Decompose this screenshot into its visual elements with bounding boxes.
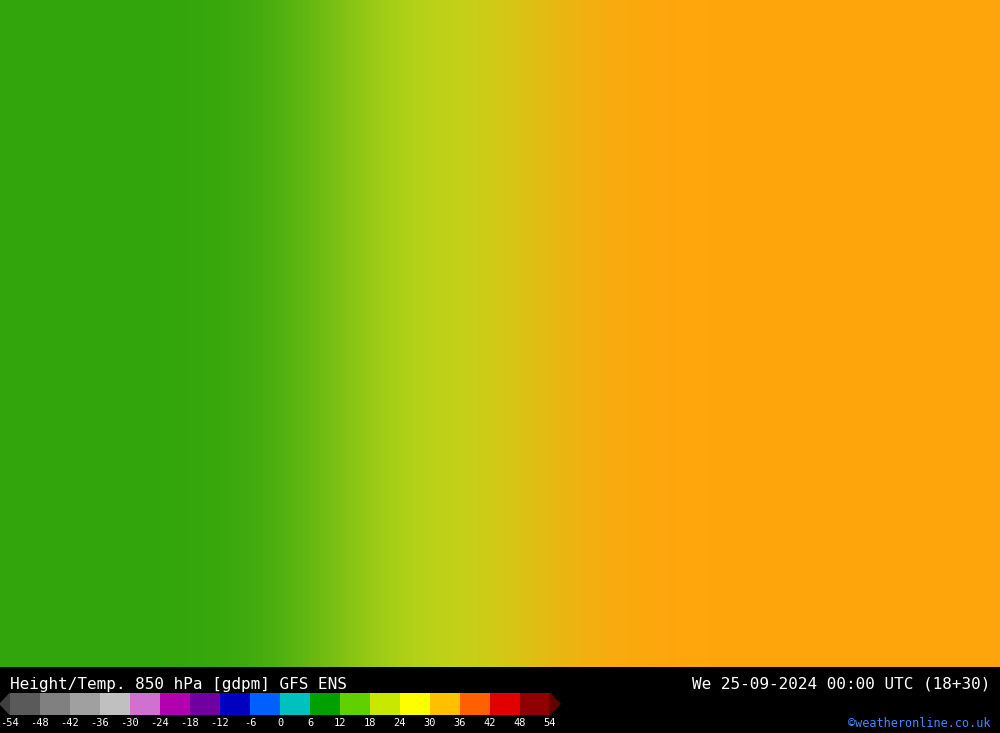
Text: -6: -6	[244, 718, 256, 728]
Text: ©weatheronline.co.uk: ©weatheronline.co.uk	[848, 717, 990, 730]
Bar	[100, 693, 130, 715]
Text: 24: 24	[394, 718, 406, 728]
Text: -36: -36	[91, 718, 109, 728]
Bar	[70, 693, 100, 715]
Text: -24: -24	[151, 718, 169, 728]
Bar	[400, 693, 430, 715]
Text: 18: 18	[364, 718, 376, 728]
Text: Height/Temp. 850 hPa [gdpm] GFS ENS: Height/Temp. 850 hPa [gdpm] GFS ENS	[10, 677, 347, 692]
Bar	[520, 693, 550, 715]
Bar	[490, 693, 520, 715]
Text: 30: 30	[424, 718, 436, 728]
Text: 0: 0	[277, 718, 283, 728]
Polygon shape	[0, 693, 10, 715]
Text: -12: -12	[211, 718, 229, 728]
Text: 6: 6	[307, 718, 313, 728]
Text: We 25-09-2024 00:00 UTC (18+30): We 25-09-2024 00:00 UTC (18+30)	[692, 677, 990, 692]
Bar	[40, 693, 70, 715]
Bar	[130, 693, 160, 715]
Bar	[430, 693, 460, 715]
Bar	[280, 693, 310, 715]
Bar	[250, 693, 280, 715]
Text: -30: -30	[121, 718, 139, 728]
Bar	[10, 693, 40, 715]
Bar	[220, 693, 250, 715]
Bar	[160, 693, 190, 715]
Text: 36: 36	[454, 718, 466, 728]
Text: -54: -54	[1, 718, 19, 728]
Text: 48: 48	[514, 718, 526, 728]
Bar	[190, 693, 220, 715]
Text: -48: -48	[31, 718, 49, 728]
Bar	[310, 693, 340, 715]
Text: 54: 54	[544, 718, 556, 728]
Text: 42: 42	[484, 718, 496, 728]
Bar	[370, 693, 400, 715]
Text: -42: -42	[61, 718, 79, 728]
Polygon shape	[550, 693, 560, 715]
Bar	[340, 693, 370, 715]
Bar	[460, 693, 490, 715]
Text: 12: 12	[334, 718, 346, 728]
Text: -18: -18	[181, 718, 199, 728]
